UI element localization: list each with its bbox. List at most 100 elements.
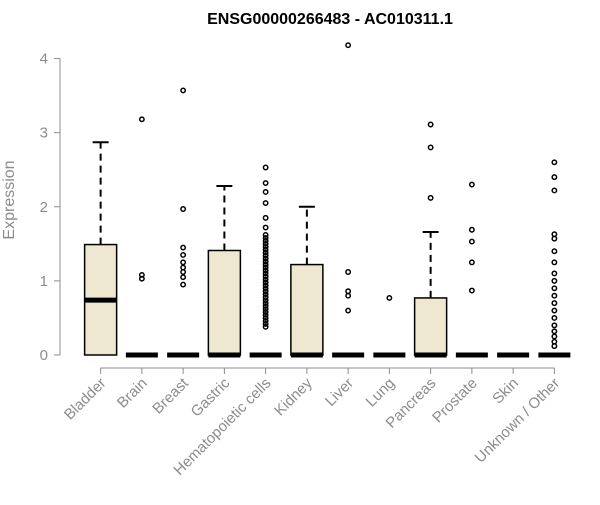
outlier-hematopoietic-cells-23 bbox=[262, 255, 269, 262]
y-tick-label-0: 0 bbox=[40, 347, 48, 364]
outlier-hematopoietic-cells-0 bbox=[262, 323, 269, 330]
outlier-hematopoietic-cells-37 bbox=[262, 164, 269, 171]
outlier-prostate-0 bbox=[468, 287, 475, 294]
y-tick-label-3: 3 bbox=[40, 125, 48, 142]
x-tick-label-liver: Liver bbox=[322, 375, 357, 410]
box-group-pancreas bbox=[413, 121, 448, 358]
x-tick-label-bladder: Bladder bbox=[61, 375, 110, 424]
outlier-liver-0 bbox=[345, 307, 352, 314]
outlier-liver-3 bbox=[345, 269, 352, 275]
outlier-unknown-other-11 bbox=[551, 270, 558, 277]
outlier-hematopoietic-cells-2 bbox=[262, 317, 269, 324]
outlier-hematopoietic-cells-29 bbox=[262, 237, 269, 244]
outlier-hematopoietic-cells-32 bbox=[262, 224, 269, 231]
outlier-unknown-other-17 bbox=[551, 174, 558, 181]
outlier-hematopoietic-cells-24 bbox=[262, 252, 269, 259]
outlier-breast-1 bbox=[180, 274, 187, 281]
outlier-unknown-other-6 bbox=[551, 307, 558, 314]
outlier-hematopoietic-cells-15 bbox=[262, 279, 269, 286]
x-tick-label-lung: Lung bbox=[363, 375, 399, 411]
outlier-hematopoietic-cells-19 bbox=[262, 267, 269, 274]
outlier-hematopoietic-cells-13 bbox=[262, 285, 269, 292]
outlier-breast-3 bbox=[180, 264, 187, 271]
x-tick-label-kidney: Kidney bbox=[271, 374, 316, 419]
box-group-breast bbox=[167, 87, 200, 358]
outlier-hematopoietic-cells-1 bbox=[262, 320, 269, 327]
outlier-hematopoietic-cells-12 bbox=[262, 288, 269, 295]
y-tick-label-2: 2 bbox=[40, 199, 48, 216]
outlier-liver-4 bbox=[345, 42, 352, 49]
outlier-hematopoietic-cells-6 bbox=[262, 306, 269, 312]
outlier-hematopoietic-cells-21 bbox=[262, 261, 269, 268]
box-kidney bbox=[290, 263, 324, 356]
outlier-hematopoietic-cells-36 bbox=[262, 180, 269, 186]
outlier-unknown-other-3 bbox=[551, 328, 558, 335]
x-tick-label-skin: Skin bbox=[489, 375, 522, 408]
outlier-hematopoietic-cells-35 bbox=[262, 188, 269, 195]
outlier-unknown-other-9 bbox=[551, 285, 558, 292]
box-group-hematopoietic-cells bbox=[249, 164, 282, 358]
box-group-unknown-other bbox=[538, 159, 571, 358]
outlier-prostate-2 bbox=[468, 238, 475, 245]
outlier-pancreas-1 bbox=[427, 144, 434, 151]
outlier-unknown-other-2 bbox=[551, 333, 558, 340]
box-group-kidney bbox=[290, 205, 324, 358]
box-group-gastric bbox=[207, 185, 242, 358]
outlier-unknown-other-10 bbox=[551, 277, 558, 284]
outlier-unknown-other-16 bbox=[551, 187, 558, 194]
outlier-brain-1 bbox=[138, 272, 145, 278]
y-tick-label-4: 4 bbox=[40, 51, 48, 68]
outlier-hematopoietic-cells-10 bbox=[262, 294, 269, 301]
box-group-brain bbox=[125, 116, 158, 358]
outlier-pancreas-2 bbox=[427, 121, 434, 128]
outlier-unknown-other-18 bbox=[551, 159, 558, 166]
outlier-hematopoietic-cells-9 bbox=[262, 297, 269, 304]
outlier-breast-8 bbox=[180, 87, 187, 94]
outlier-hematopoietic-cells-17 bbox=[262, 273, 269, 280]
plot-area bbox=[83, 42, 571, 358]
outlier-hematopoietic-cells-5 bbox=[262, 309, 269, 315]
outlier-hematopoietic-cells-20 bbox=[262, 264, 269, 271]
outlier-breast-6 bbox=[180, 244, 187, 251]
box-group-liver bbox=[332, 42, 365, 358]
y-tick-label-1: 1 bbox=[40, 273, 48, 290]
outlier-hematopoietic-cells-28 bbox=[262, 240, 269, 247]
outlier-pancreas-0 bbox=[427, 194, 434, 201]
outlier-prostate-1 bbox=[468, 259, 475, 266]
outlier-hematopoietic-cells-7 bbox=[262, 303, 269, 310]
outlier-unknown-other-1 bbox=[551, 338, 558, 345]
outlier-lung-0 bbox=[386, 294, 393, 301]
box-pancreas bbox=[413, 297, 448, 356]
outlier-breast-4 bbox=[180, 259, 187, 266]
outlier-breast-0 bbox=[180, 281, 187, 288]
box-gastric bbox=[207, 249, 242, 356]
outlier-breast-7 bbox=[180, 206, 187, 212]
outlier-unknown-other-15 bbox=[551, 231, 558, 238]
outlier-hematopoietic-cells-11 bbox=[262, 291, 269, 298]
outlier-hematopoietic-cells-16 bbox=[262, 276, 269, 283]
chart-title: ENSG00000266483 - AC010311.1 bbox=[207, 11, 453, 28]
outlier-unknown-other-4 bbox=[551, 322, 558, 329]
y-axis: 0 1 2 3 4 bbox=[40, 51, 61, 364]
outlier-hematopoietic-cells-14 bbox=[262, 282, 269, 289]
y-axis-label: Expression bbox=[1, 160, 18, 239]
box-group-lung bbox=[373, 294, 406, 358]
outlier-hematopoietic-cells-26 bbox=[262, 246, 269, 253]
outlier-prostate-4 bbox=[468, 181, 475, 188]
outlier-hematopoietic-cells-33 bbox=[262, 214, 269, 221]
outlier-unknown-other-8 bbox=[551, 292, 558, 299]
outlier-hematopoietic-cells-25 bbox=[262, 249, 269, 256]
outlier-hematopoietic-cells-3 bbox=[262, 314, 269, 321]
outlier-hematopoietic-cells-31 bbox=[262, 231, 269, 238]
outlier-liver-2 bbox=[345, 288, 352, 295]
x-tick-label-prostate: Prostate bbox=[429, 375, 481, 427]
outlier-hematopoietic-cells-27 bbox=[262, 243, 269, 250]
outlier-hematopoietic-cells-30 bbox=[262, 234, 269, 241]
outlier-unknown-other-7 bbox=[551, 300, 558, 307]
outlier-hematopoietic-cells-22 bbox=[262, 258, 269, 265]
outlier-unknown-other-5 bbox=[551, 314, 558, 321]
outlier-unknown-other-12 bbox=[551, 259, 558, 266]
